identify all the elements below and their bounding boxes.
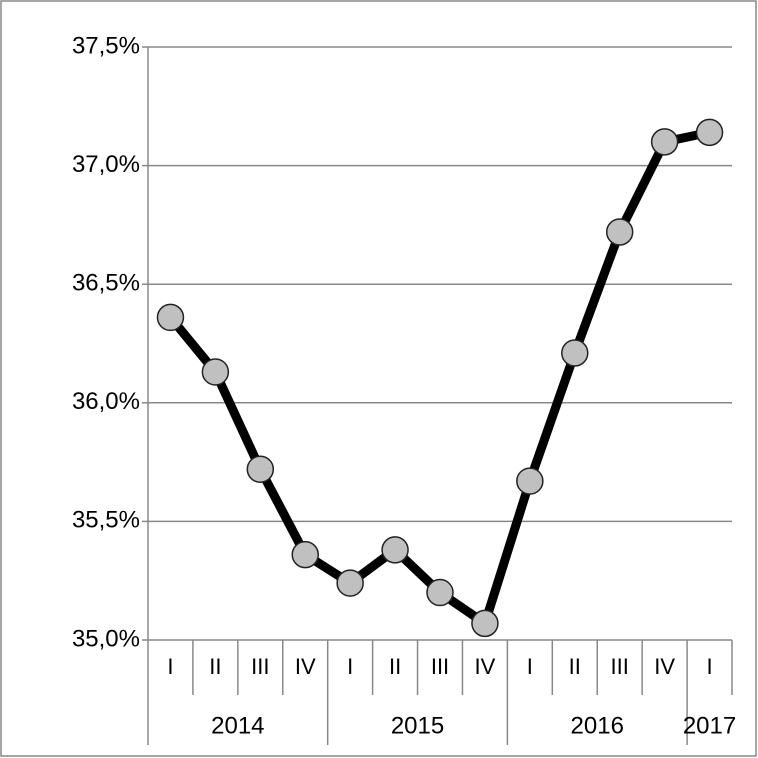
marker bbox=[650, 128, 679, 156]
marker bbox=[246, 455, 275, 483]
x-tick-label: III bbox=[611, 654, 629, 679]
x-tick-label: I bbox=[347, 654, 353, 679]
x-tick-label: IV bbox=[654, 654, 675, 679]
marker bbox=[695, 118, 724, 147]
x-tick-label: I bbox=[706, 654, 712, 679]
marker bbox=[291, 540, 319, 569]
x-group-label: 2014 bbox=[211, 712, 264, 739]
marker bbox=[201, 358, 230, 386]
y-tick-label: 37,0% bbox=[72, 151, 140, 178]
x-tick-label: III bbox=[431, 654, 449, 679]
y-tick-label: 36,0% bbox=[72, 388, 140, 415]
y-tick-label: 35,5% bbox=[72, 507, 140, 534]
x-group-label: 2017 bbox=[683, 712, 736, 739]
y-tick-label: 37,5% bbox=[72, 32, 140, 59]
marker bbox=[516, 467, 544, 495]
x-tick-label: I bbox=[167, 654, 173, 679]
y-tick-label: 36,5% bbox=[72, 270, 140, 297]
x-tick-label: III bbox=[251, 654, 269, 679]
x-group-label: 2016 bbox=[571, 712, 624, 739]
marker bbox=[605, 218, 634, 246]
marker bbox=[426, 578, 454, 607]
x-tick-label: II bbox=[389, 654, 401, 679]
marker bbox=[156, 303, 185, 332]
x-tick-label: IV bbox=[295, 654, 316, 679]
marker bbox=[561, 339, 589, 367]
x-tick-label: II bbox=[209, 654, 221, 679]
x-group-label: 2015 bbox=[391, 712, 444, 739]
x-tick-label: IV bbox=[475, 654, 496, 679]
marker bbox=[471, 609, 499, 638]
x-tick-label: I bbox=[527, 654, 533, 679]
marker bbox=[381, 536, 409, 564]
y-tick-label: 35,0% bbox=[72, 625, 140, 652]
marker bbox=[336, 569, 364, 597]
x-tick-label: II bbox=[569, 654, 581, 679]
